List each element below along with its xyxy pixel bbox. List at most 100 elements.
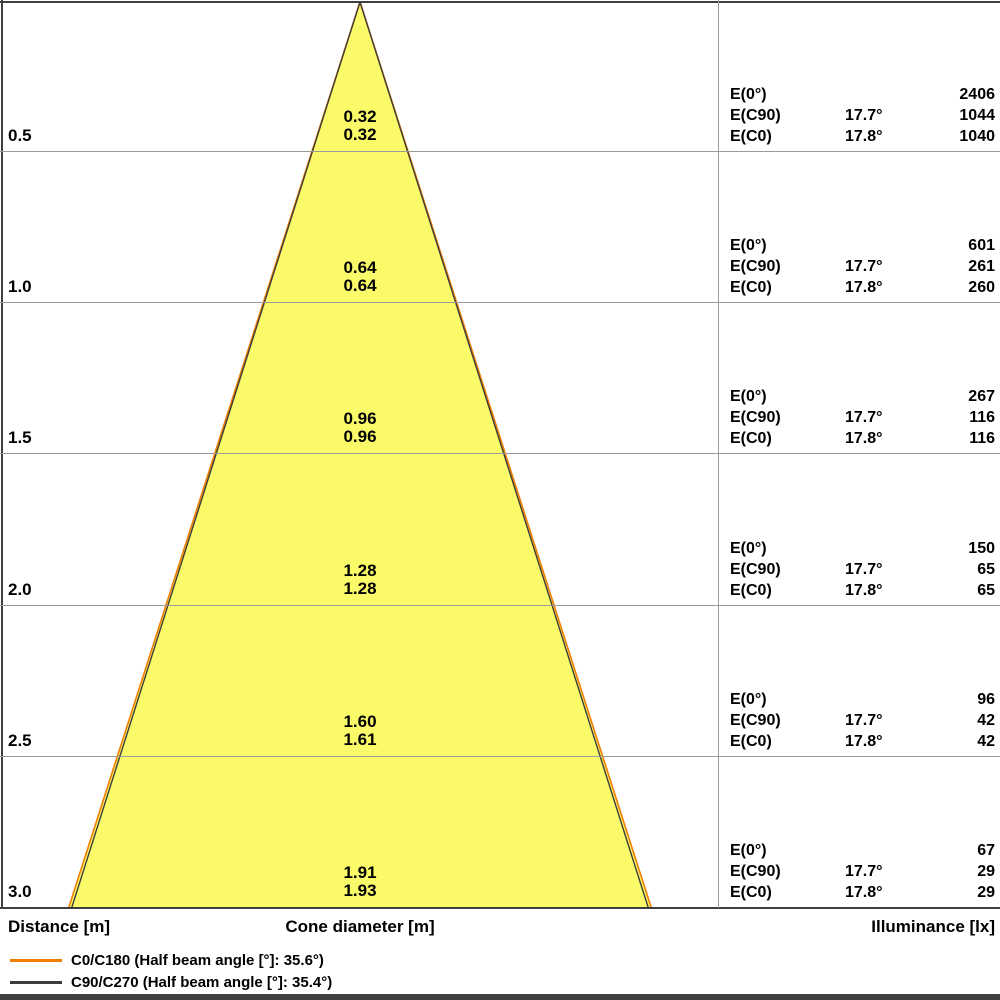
distance-label: 1.0: [8, 277, 32, 296]
legend-label-c90c270: C90/C270 (Half beam angle [°]: 35.4°): [71, 973, 333, 991]
measure-label: E(C90): [730, 409, 781, 426]
grid-border-top: [0, 1, 1000, 3]
beam-angle-value: [845, 689, 905, 710]
illuminance-line-ec90: E(C90) 17.7° 65: [718, 559, 1000, 580]
cone-diameter-values: 0.96 0.96: [260, 410, 460, 446]
measure-label: E(0°): [730, 86, 767, 103]
measure-label: E(C0): [730, 733, 772, 750]
beam-angle-value: 17.7°: [845, 409, 883, 426]
distance-label: 2.0: [8, 580, 32, 599]
cone-diameter-c90: 0.32: [343, 107, 377, 126]
illuminance-table-row: E(0°) 2406 E(C90) 17.7° 1044 E(C0) 17.8°…: [718, 84, 1000, 147]
illuminance-line-ec0: E(C0) 17.8° 260: [718, 277, 1000, 298]
illuminance-line-ec0: E(C0) 17.8° 65: [718, 580, 1000, 601]
measure-label: E(C0): [730, 128, 772, 145]
illuminance-table-row: E(0°) 67 E(C90) 17.7° 29 E(C0) 17.8° 29: [718, 840, 1000, 903]
cone-diameter-c90: 1.60: [343, 712, 377, 731]
illuminance-line-ec0: E(C0) 17.8° 29: [718, 882, 1000, 903]
illuminance-line-e0: E(0°) 96: [718, 689, 1000, 710]
illuminance-table-row: E(0°) 96 E(C90) 17.7° 42 E(C0) 17.8° 42: [718, 689, 1000, 752]
cone-row: 3.0 1.91 1.93 E(0°) 67 E(C90) 17.7° 29 E…: [0, 756, 1000, 908]
cone-diameter-c0: 1.28: [343, 579, 377, 598]
axis-label-cone-diameter: Cone diameter [m]: [285, 917, 435, 936]
measure-label: E(0°): [730, 388, 767, 405]
cone-row: 2.5 1.60 1.61 E(0°) 96 E(C90) 17.7° 42 E…: [0, 605, 1000, 757]
beam-angle-value: [845, 386, 905, 407]
illuminance-line-ec90: E(C90) 17.7° 29: [718, 861, 1000, 882]
legend-line-c90c270: [10, 980, 62, 984]
cone-diameter-c0: 0.32: [343, 125, 377, 144]
legend-label-c0c180: C0/C180 (Half beam angle [°]: 35.6°): [71, 951, 324, 969]
illuminance-value: 116: [969, 430, 995, 447]
legend-item-c0c180: C0/C180 (Half beam angle [°]: 35.6°): [10, 949, 332, 971]
measure-label: E(C90): [730, 712, 781, 729]
grid-line-2-0m: [0, 605, 1000, 606]
cone-diameter-c0: 0.64: [343, 276, 377, 295]
grid-divider-illuminance: [718, 0, 719, 908]
illuminance-line-ec90: E(C90) 17.7° 116: [718, 407, 1000, 428]
measure-label: E(0°): [730, 691, 767, 708]
cone-diameter-c0: 1.61: [343, 730, 377, 749]
measure-label: E(0°): [730, 842, 767, 859]
illuminance-value: 65: [977, 582, 995, 599]
cone-row: 1.0 0.64 0.64 E(0°) 601 E(C90) 17.7° 261…: [0, 151, 1000, 303]
measure-label: E(C90): [730, 561, 781, 578]
beam-angle-value: 17.7°: [845, 561, 883, 578]
axis-label-illuminance: Illuminance [lx]: [871, 917, 995, 936]
illuminance-value: 1040: [959, 128, 995, 145]
measure-label: E(C0): [730, 582, 772, 599]
beam-angle-value: 17.7°: [845, 712, 883, 729]
illuminance-line-ec90: E(C90) 17.7° 261: [718, 256, 1000, 277]
cone-row: 2.0 1.28 1.28 E(0°) 150 E(C90) 17.7° 65 …: [0, 454, 1000, 606]
distance-label: 0.5: [8, 126, 32, 145]
illuminance-value: 260: [968, 279, 995, 296]
cone-row: 1.5 0.96 0.96 E(0°) 267 E(C90) 17.7° 116…: [0, 302, 1000, 454]
illuminance-value: 267: [968, 388, 995, 405]
beam-angle-value: 17.7°: [845, 863, 883, 880]
illuminance-line-e0: E(0°) 601: [718, 235, 1000, 256]
cone-diameter-values: 0.32 0.32: [260, 108, 460, 144]
grid-line-2-5m: [0, 756, 1000, 757]
illuminance-line-ec0: E(C0) 17.8° 1040: [718, 126, 1000, 147]
measure-label: E(C90): [730, 863, 781, 880]
legend-line-c0c180: [10, 958, 62, 962]
legend-item-c90c270: C90/C270 (Half beam angle [°]: 35.4°): [10, 971, 332, 993]
illuminance-line-e0: E(0°) 2406: [718, 84, 1000, 105]
grid-line-1-0m: [0, 302, 1000, 303]
cone-edge-c90-right: [359, 1, 650, 908]
beam-angle-value: [845, 538, 905, 559]
illuminance-line-e0: E(0°) 267: [718, 386, 1000, 407]
beam-angle-value: [845, 84, 905, 105]
illuminance-line-e0: E(0°) 67: [718, 840, 1000, 861]
beam-angle-value: [845, 840, 905, 861]
cone-row: 0.5 0.32 0.32 E(0°) 2406 E(C90) 17.7° 10…: [0, 0, 1000, 152]
illuminance-value: 261: [968, 258, 995, 275]
illuminance-line-ec0: E(C0) 17.8° 116: [718, 428, 1000, 449]
illuminance-line-e0: E(0°) 150: [718, 538, 1000, 559]
measure-label: E(C90): [730, 258, 781, 275]
measure-label: E(0°): [730, 540, 767, 557]
distance-label: 2.5: [8, 731, 32, 750]
bottom-border-bar: [0, 994, 1000, 1000]
beam-angle-value: 17.8°: [845, 733, 883, 750]
illuminance-value: 96: [977, 691, 995, 708]
measure-label: E(C90): [730, 107, 781, 124]
illuminance-value: 29: [977, 884, 995, 901]
axis-label-distance: Distance [m]: [8, 917, 111, 936]
cone-diameter-c0: 1.93: [343, 881, 377, 900]
beam-angle-value: 17.8°: [845, 582, 883, 599]
cone-diameter-values: 1.28 1.28: [260, 562, 460, 598]
measure-label: E(C0): [730, 884, 772, 901]
illuminance-value: 150: [968, 540, 995, 557]
beam-angle-value: [845, 235, 905, 256]
cone-diameter-c0: 0.96: [343, 427, 377, 446]
illuminance-line-ec0: E(C0) 17.8° 42: [718, 731, 1000, 752]
distance-label: 1.5: [8, 428, 32, 447]
illuminance-value: 67: [977, 842, 995, 859]
beam-angle-value: 17.7°: [845, 258, 883, 275]
beam-angle-value: 17.8°: [845, 430, 883, 447]
measure-label: E(C0): [730, 279, 772, 296]
beam-angle-value: 17.8°: [845, 279, 883, 296]
illuminance-value: 42: [977, 712, 995, 729]
